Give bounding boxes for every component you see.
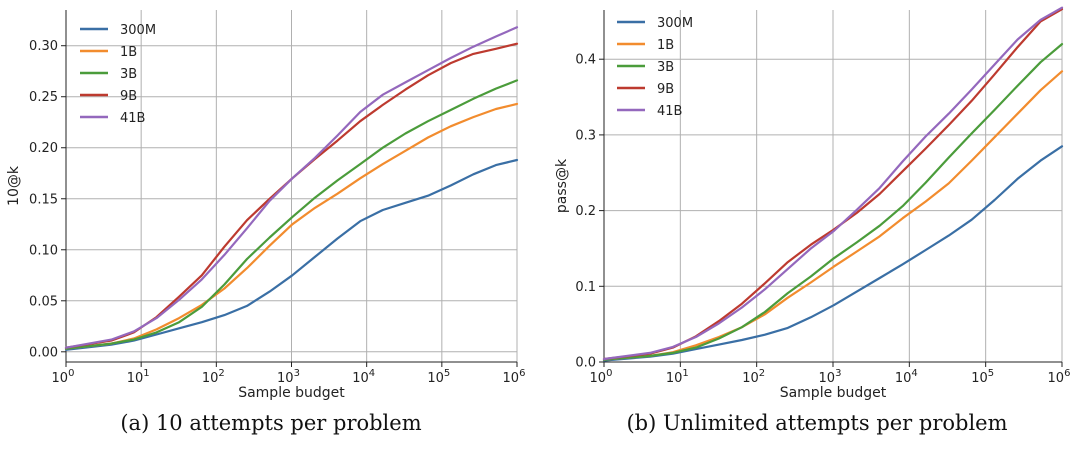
x-tick-label: 103 bbox=[819, 368, 842, 386]
x-tick-label: 102 bbox=[742, 368, 765, 386]
legend-label: 41B bbox=[657, 104, 682, 119]
y-axis-label: pass@k bbox=[554, 158, 570, 213]
series-line-3b bbox=[602, 42, 1064, 361]
x-tick-label: 100 bbox=[52, 368, 75, 386]
y-tick-label: 0.15 bbox=[29, 192, 58, 207]
series-line-1b bbox=[64, 102, 519, 350]
x-tick-label: 101 bbox=[666, 368, 689, 386]
x-tick-label: 106 bbox=[1048, 368, 1071, 386]
x-tick-label: 103 bbox=[277, 368, 300, 386]
x-tick-label: 106 bbox=[503, 368, 526, 386]
y-tick-label: 0.3 bbox=[575, 128, 596, 143]
legend-label: 3B bbox=[657, 60, 674, 75]
series-line-41b bbox=[64, 26, 519, 349]
series-line-1b bbox=[602, 70, 1064, 361]
legend-label: 41B bbox=[120, 111, 145, 126]
y-tick-label: 0.05 bbox=[29, 294, 58, 309]
legend-label: 9B bbox=[657, 82, 674, 97]
x-tick-label: 102 bbox=[202, 368, 225, 386]
legend-label: 3B bbox=[120, 67, 137, 82]
legend-label: 300M bbox=[120, 23, 156, 38]
legend-label: 1B bbox=[657, 38, 674, 53]
x-tick-label: 101 bbox=[127, 368, 150, 386]
y-axis-label: 10@k bbox=[6, 165, 22, 206]
y-tick-label: 0.2 bbox=[575, 204, 596, 219]
chart-panel-b: 100 101 102 103 104 105 106 0.0 0.1 0.2 0.3 0.4 Samp… bbox=[554, 6, 1071, 435]
x-tick-label: 104 bbox=[352, 368, 375, 386]
y-tick-label: 0.20 bbox=[29, 141, 58, 156]
y-tick-label: 0.4 bbox=[575, 53, 596, 68]
legend: 300M 1B 3B 9B 41B bbox=[617, 16, 693, 119]
y-tick-label: 0.10 bbox=[29, 243, 58, 258]
legend-label: 300M bbox=[657, 16, 693, 31]
series-line-300m bbox=[64, 158, 519, 351]
x-axis-label: Sample budget bbox=[238, 385, 345, 401]
legend-label: 9B bbox=[120, 89, 137, 104]
y-tick-label: 0.00 bbox=[29, 345, 58, 360]
chart-panel-a: 100 101 102 103 104 105 106 0.00 0.05 0.10 0.15 0.2… bbox=[6, 10, 525, 435]
series-line-3b bbox=[64, 79, 519, 350]
legend: 300M 1B 3B 9B 41B bbox=[80, 23, 156, 126]
panel-caption: (a) 10 attempts per problem bbox=[120, 411, 421, 435]
x-tick-label: 105 bbox=[427, 368, 450, 386]
y-tick-label: 0.1 bbox=[575, 280, 596, 295]
x-tick-label: 104 bbox=[895, 368, 918, 386]
y-tick-label: 0.0 bbox=[575, 356, 596, 371]
y-tick-label: 0.25 bbox=[29, 90, 58, 105]
panel-caption: (b) Unlimited attempts per problem bbox=[626, 411, 1007, 435]
x-axis-label: Sample budget bbox=[780, 385, 887, 401]
x-tick-label: 105 bbox=[971, 368, 994, 386]
series-line-300m bbox=[602, 145, 1064, 362]
x-tick-label: 100 bbox=[590, 368, 613, 386]
legend-label: 1B bbox=[120, 45, 137, 60]
series-line-41b bbox=[602, 6, 1064, 361]
y-tick-label: 0.30 bbox=[29, 39, 58, 54]
